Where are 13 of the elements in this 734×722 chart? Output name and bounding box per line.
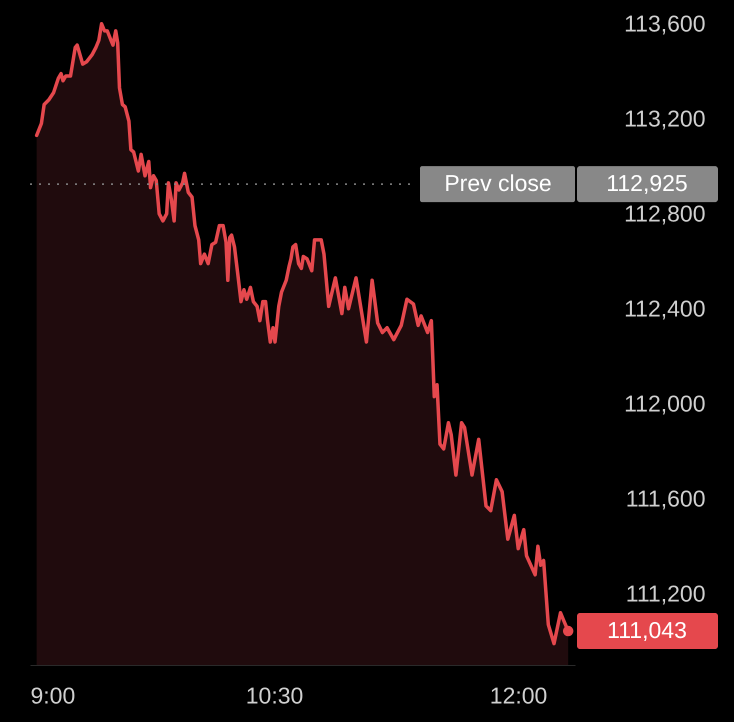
ref-line-label: Prev close <box>444 170 552 196</box>
y-tick-label: 113,600 <box>624 10 706 36</box>
x-tick-label: 10:30 <box>246 682 304 708</box>
text: 112,925 <box>606 170 688 196</box>
y-tick-label: 112,000 <box>624 390 706 416</box>
y-tick-label: 112,800 <box>624 200 706 226</box>
annotation: 111,043 <box>607 617 687 644</box>
y-tick-label: 112,400 <box>624 295 706 322</box>
y-tick-label: 111,200 <box>626 580 706 606</box>
x-tick-label: 12:00 <box>490 682 548 708</box>
y-tick-label: 113,200 <box>624 105 706 132</box>
y-tick-label: 111,600 <box>626 485 706 512</box>
x-tick-label: 9:00 <box>30 682 76 708</box>
